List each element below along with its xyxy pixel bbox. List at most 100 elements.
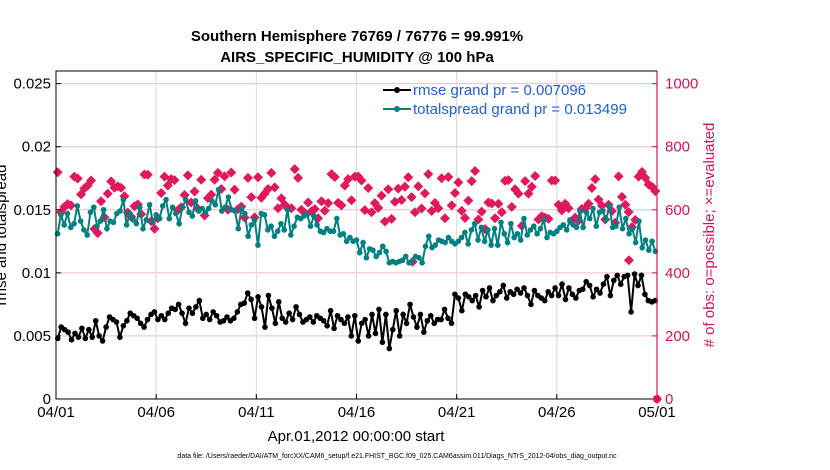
obs-evaluated-point bbox=[590, 174, 601, 185]
rmse-point bbox=[528, 301, 534, 308]
obs-evaluated-point bbox=[586, 183, 597, 194]
rmse-point bbox=[386, 345, 393, 352]
totalspread-point bbox=[94, 223, 100, 229]
obs-evaluated-point bbox=[212, 167, 223, 178]
rmse-point bbox=[320, 317, 327, 324]
rmse-point bbox=[372, 330, 379, 337]
obs-evaluated-point bbox=[506, 201, 517, 212]
rmse-point bbox=[141, 324, 147, 330]
totalspread-point bbox=[146, 201, 153, 208]
totalspread-point bbox=[514, 230, 521, 237]
obs-evaluated-point bbox=[439, 213, 450, 224]
totalspread-point bbox=[202, 209, 209, 216]
rmse-point bbox=[607, 292, 614, 299]
legend-rmse-label: rmse grand pr = 0.007096 bbox=[413, 82, 586, 99]
totalspread-point bbox=[373, 253, 380, 260]
obs-evaluated-point bbox=[463, 195, 474, 206]
totalspread-point bbox=[74, 203, 81, 209]
rmse-point bbox=[441, 306, 448, 313]
obs-evaluated-point bbox=[386, 213, 397, 224]
x-tick-label: 04/01 bbox=[37, 404, 75, 421]
totalspread-point bbox=[97, 218, 104, 224]
x-tick-label: 04/11 bbox=[238, 404, 274, 421]
obs-evaluated-point bbox=[620, 199, 631, 210]
totalspread-point bbox=[284, 206, 291, 213]
x-axis-label: Apr.01,2012 00:00:00 start bbox=[268, 428, 446, 445]
totalspread-point bbox=[419, 259, 425, 266]
rmse-point bbox=[521, 285, 527, 291]
y-tick-label-left: 0.005 bbox=[13, 328, 51, 345]
totalspread-point bbox=[212, 201, 219, 208]
rmse-point bbox=[417, 311, 424, 318]
rmse-point bbox=[65, 329, 71, 335]
obs-evaluated-point bbox=[96, 196, 107, 207]
totalspread-point bbox=[573, 224, 580, 231]
rmse-point bbox=[255, 294, 261, 300]
totalspread-point bbox=[100, 206, 107, 213]
totalspread-point bbox=[67, 224, 74, 231]
totalspread-point bbox=[169, 204, 176, 211]
rmse-point bbox=[248, 296, 254, 303]
obs-evaluated-point bbox=[406, 192, 417, 203]
totalspread-point bbox=[544, 234, 550, 241]
obs-evaluated-point bbox=[503, 175, 514, 186]
rmse-point bbox=[258, 304, 265, 310]
rmse-point bbox=[162, 316, 168, 323]
rmse-point bbox=[396, 333, 403, 339]
rmse-point bbox=[573, 295, 579, 301]
totalspread-point bbox=[481, 238, 488, 245]
y-tick-label-left: 0.025 bbox=[13, 76, 51, 93]
rmse-point bbox=[265, 292, 272, 299]
totalspread-point bbox=[475, 237, 481, 243]
totalspread-point bbox=[531, 223, 537, 229]
rmse-point bbox=[403, 320, 410, 327]
totalspread-point bbox=[104, 225, 110, 232]
totalspread-point bbox=[353, 237, 360, 243]
rmse-point bbox=[624, 272, 631, 279]
rmse-point bbox=[351, 312, 358, 319]
obs-evaluated-point bbox=[383, 184, 394, 195]
rmse-point bbox=[203, 311, 210, 318]
rmse-point bbox=[448, 320, 455, 327]
obs-evaluated-point bbox=[229, 184, 240, 195]
obs-evaluated-point bbox=[196, 174, 207, 185]
totalspread-point bbox=[586, 215, 593, 222]
rmse-point bbox=[614, 272, 621, 279]
totalspread-point bbox=[61, 222, 68, 228]
totalspread-point bbox=[176, 220, 182, 227]
totalspread-point bbox=[281, 227, 288, 233]
totalspread-point bbox=[199, 205, 205, 212]
totalspread-point bbox=[623, 215, 629, 222]
totalspread-point bbox=[511, 234, 517, 241]
rmse-point bbox=[510, 291, 517, 298]
rmse-point bbox=[421, 329, 427, 335]
obs-evaluated-point bbox=[530, 171, 541, 182]
obs-evaluated-point bbox=[329, 171, 340, 182]
rmse-point bbox=[103, 324, 109, 330]
totalspread-point bbox=[537, 225, 544, 232]
totalspread-point bbox=[593, 223, 600, 229]
rmse-point bbox=[555, 292, 562, 299]
totalspread-point bbox=[291, 223, 297, 229]
obs-evaluated-point bbox=[266, 167, 277, 178]
rmse-point bbox=[272, 320, 279, 327]
obs-evaluated-point bbox=[436, 173, 447, 184]
obs-evaluated-point bbox=[102, 188, 113, 199]
rmse-point bbox=[231, 315, 237, 322]
y-tick-label-left: 0.02 bbox=[22, 139, 51, 156]
rmse-point bbox=[559, 281, 565, 288]
obs-evaluated-point bbox=[613, 171, 624, 182]
totalspread-point bbox=[64, 210, 71, 217]
totalspread-point bbox=[616, 204, 623, 211]
rmse-point bbox=[334, 312, 341, 319]
obs-evaluated-point bbox=[446, 200, 457, 211]
totalspread-point bbox=[639, 244, 646, 251]
totalspread-point bbox=[534, 230, 540, 237]
totalspread-point bbox=[307, 223, 314, 229]
obs-evaluated-point bbox=[460, 212, 471, 223]
obs-evaluated-point bbox=[423, 169, 434, 180]
totalspread-point bbox=[379, 243, 386, 250]
totalspread-point bbox=[567, 217, 573, 223]
obs-evaluated-point bbox=[289, 164, 300, 175]
totalspread-point bbox=[455, 238, 462, 245]
